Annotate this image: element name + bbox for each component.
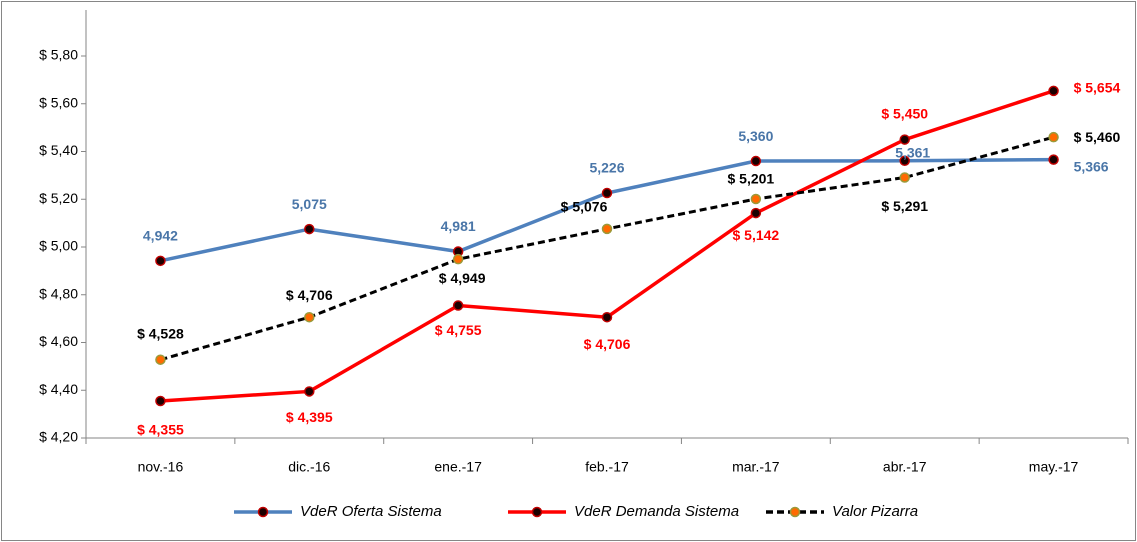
data-label: 5,226 xyxy=(589,160,624,176)
x-tick-label: mar.-17 xyxy=(732,459,780,475)
data-label: $ 5,142 xyxy=(732,227,779,243)
data-label: $ 4,706 xyxy=(286,287,333,303)
y-tick-label: $ 5,20 xyxy=(39,190,78,206)
x-tick-label: dic.-16 xyxy=(288,459,330,475)
y-tick-label: $ 5,00 xyxy=(39,238,78,254)
data-label: 5,360 xyxy=(738,128,773,144)
data-label: $ 4,706 xyxy=(584,336,631,352)
point xyxy=(601,311,613,323)
data-label: $ 4,355 xyxy=(137,422,184,438)
point xyxy=(1048,85,1059,97)
point xyxy=(155,395,166,407)
data-label: 5,075 xyxy=(292,196,327,212)
data-label: $ 5,076 xyxy=(561,199,608,215)
point xyxy=(899,155,910,167)
x-tick-label: abr.-17 xyxy=(883,459,927,475)
x-tick-label: feb.-17 xyxy=(585,459,629,475)
point xyxy=(155,255,166,267)
data-label: $ 4,528 xyxy=(137,325,184,341)
data-label: 5,366 xyxy=(1074,158,1109,174)
y-tick-label: $ 4,20 xyxy=(39,429,78,445)
x-tick-label: ene.-17 xyxy=(434,459,482,475)
point xyxy=(750,155,762,167)
point xyxy=(304,223,315,235)
data-label: $ 5,460 xyxy=(1074,129,1121,145)
y-tick-label: $ 4,60 xyxy=(39,333,78,349)
x-tick-label: nov.-16 xyxy=(138,459,184,475)
point xyxy=(452,300,464,311)
data-label: $ 4,755 xyxy=(435,322,482,338)
point xyxy=(1048,131,1059,143)
point xyxy=(601,187,613,199)
point xyxy=(601,223,613,235)
x-tick-label: may.-17 xyxy=(1029,459,1079,475)
legend-marker xyxy=(531,506,543,518)
legend-label: VdeR Oferta Sistema xyxy=(300,503,442,520)
data-label: 4,981 xyxy=(441,218,476,234)
legend-marker xyxy=(257,506,269,518)
point xyxy=(1048,154,1059,165)
data-label: $ 5,291 xyxy=(881,198,928,214)
legend-marker xyxy=(789,506,801,518)
data-label: 4,942 xyxy=(143,228,178,244)
y-tick-label: $ 4,40 xyxy=(39,381,78,397)
data-label: $ 5,450 xyxy=(881,105,928,121)
point xyxy=(452,253,464,265)
legend-label: Valor Pizarra xyxy=(832,503,918,520)
data-label: $ 4,949 xyxy=(439,270,486,286)
data-label: $ 5,654 xyxy=(1074,80,1121,96)
data-label: $ 5,201 xyxy=(727,171,774,187)
data-label: 5,361 xyxy=(895,145,930,161)
point xyxy=(899,172,910,183)
point xyxy=(750,207,762,219)
point xyxy=(304,386,315,397)
data-label: $ 4,395 xyxy=(286,409,333,425)
point xyxy=(899,134,910,145)
point xyxy=(155,354,166,365)
point xyxy=(304,311,315,323)
y-tick-label: $ 5,40 xyxy=(39,142,78,158)
point xyxy=(750,193,762,205)
y-tick-label: $ 5,80 xyxy=(39,47,78,63)
legend-label: VdeR Demanda Sistema xyxy=(574,503,739,520)
y-tick-label: $ 5,60 xyxy=(39,94,78,110)
y-tick-label: $ 4,80 xyxy=(39,285,78,301)
